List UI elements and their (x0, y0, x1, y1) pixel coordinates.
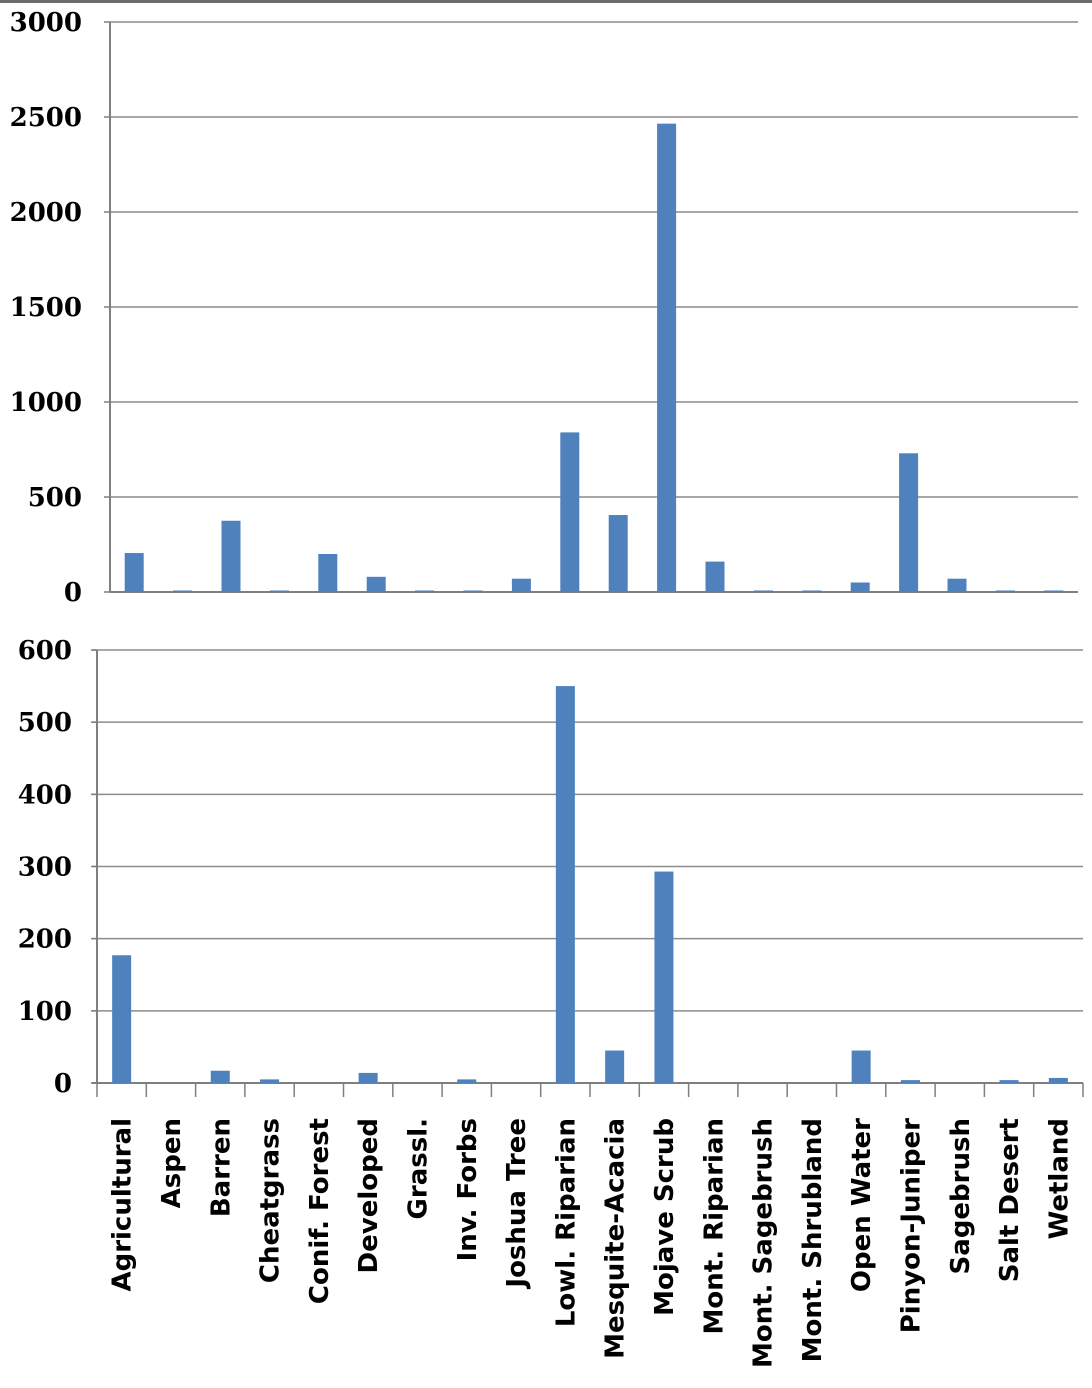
bar-wetland (1048, 1077, 1068, 1083)
bottom-bar-chart: 0 100 200 300 400 500 600 (18, 636, 1084, 1099)
bar-developed (366, 576, 386, 592)
bar-inv-forbs (457, 1079, 477, 1083)
bar-mesquite-acacia (605, 1050, 625, 1083)
x-category-label: Aspen (157, 1118, 187, 1208)
bar-aspen (173, 590, 193, 592)
y-tick-label: 3000 (10, 8, 82, 38)
y-tick-label: 0 (64, 578, 82, 608)
y-tick-label: 0 (54, 1069, 72, 1099)
bar-barren (221, 520, 241, 592)
x-category-label: Grassl. (403, 1118, 433, 1219)
x-category-label: Sagebrush (946, 1118, 976, 1274)
bar-grassl (415, 590, 435, 592)
bar-lowl-riparian (560, 432, 580, 592)
y-tick-label: 400 (18, 780, 72, 810)
y-tick-label: 600 (18, 636, 72, 666)
bar-agricultural (124, 553, 144, 592)
x-category-label: Mesquite-Acacia (601, 1118, 631, 1359)
x-category-label: Developed (354, 1118, 384, 1273)
bar-lowl-riparian (555, 686, 575, 1083)
bar-salt-desert (995, 590, 1015, 592)
y-tick-label: 300 (18, 853, 72, 883)
y-tick-label: 2000 (10, 198, 82, 228)
category-axis-labels: Agricultural Aspen Barren Cheatgrass Conif. … (108, 1118, 1075, 1368)
bar-mont-riparian (705, 561, 725, 592)
bar-mojave-scrub (657, 123, 677, 593)
bar-conif-forest (318, 554, 338, 592)
bar-barren (210, 1070, 230, 1083)
x-category-label: Cheatgrass (256, 1118, 286, 1283)
bar-wetland (1044, 590, 1064, 592)
top-border (0, 0, 1092, 3)
bar-agricultural (112, 955, 132, 1083)
bar-cheatgrass (269, 590, 289, 592)
bar-pinyon-juniper (900, 1080, 920, 1083)
y-tick-label: 1000 (10, 388, 82, 418)
x-category-label: Mont. Riparian (699, 1118, 729, 1334)
bar-joshua-tree (511, 578, 531, 592)
bar-developed (358, 1072, 378, 1083)
x-category-label: Wetland (1044, 1118, 1074, 1239)
y-tick-label: 100 (18, 997, 72, 1027)
bar-mojave-scrub (654, 871, 674, 1083)
y-tick-label: 2500 (10, 103, 82, 133)
x-category-label: Joshua Tree (502, 1118, 532, 1290)
x-category-label: Salt Desert (995, 1118, 1025, 1282)
bar-inv-forbs (463, 590, 483, 592)
x-category-label: Barren (206, 1118, 236, 1217)
bar-mont-shrubland (802, 590, 822, 592)
x-category-label: Pinyon-Juniper (896, 1118, 926, 1333)
x-category-label: Conif. Forest (305, 1118, 335, 1304)
bar-open-water (850, 582, 870, 592)
bar-cheatgrass (260, 1079, 280, 1083)
bar-open-water (851, 1050, 871, 1083)
bar-mesquite-acacia (608, 515, 628, 592)
y-tick-label: 500 (18, 708, 72, 738)
bar-sagebrush (947, 578, 967, 592)
x-category-label: Mont. Sagebrush (749, 1118, 779, 1368)
x-category-label: Open Water (847, 1118, 877, 1292)
x-category-label: Agricultural (108, 1118, 138, 1292)
top-bar-chart: 0 500 1000 1500 2000 2500 3000 (10, 8, 1078, 608)
x-category-label: Lowl. Riparian (551, 1118, 581, 1327)
bar-pinyon-juniper (899, 453, 919, 592)
y-tick-label: 200 (18, 925, 72, 955)
x-category-label: Inv. Forbs (453, 1118, 483, 1261)
x-category-label: Mont. Shrubland (798, 1118, 828, 1362)
bar-mont-sagebrush (753, 590, 773, 592)
y-tick-label: 500 (28, 483, 82, 513)
y-tick-label: 1500 (10, 293, 82, 323)
x-category-label: Mojave Scrub (650, 1118, 680, 1316)
bar-salt-desert (999, 1080, 1019, 1083)
